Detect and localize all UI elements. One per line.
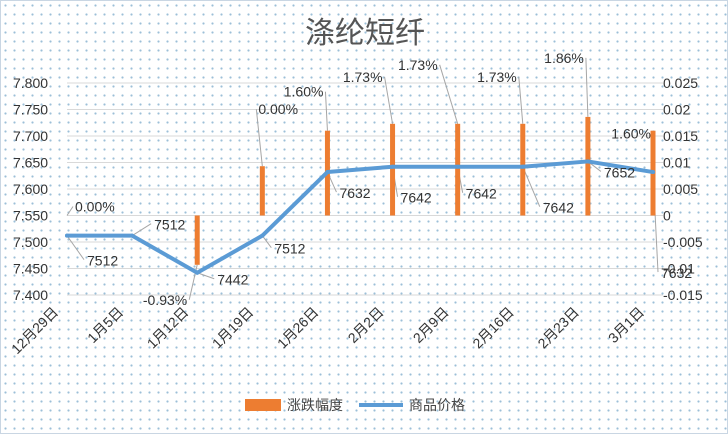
change-data-label: 0.00% <box>258 101 298 117</box>
leader-line <box>255 109 263 167</box>
left-tick-label: 7.550 <box>13 208 48 224</box>
right-tick-label: 0.02 <box>663 102 690 118</box>
x-tick-label: 1月26日 <box>274 304 322 352</box>
bar <box>259 166 265 216</box>
right-axis-ticks: -0.015 -0.01 -0.005 0 0.005 0.01 0.015 0.02 0.02… <box>663 75 703 303</box>
price-data-label: 7642 <box>466 186 497 202</box>
right-tick-label: 0.015 <box>663 128 698 144</box>
change-data-label: -0.93% <box>143 292 187 308</box>
leader-line <box>324 91 328 131</box>
legend-bar-swatch <box>245 399 281 411</box>
line-point <box>65 233 69 238</box>
left-tick-label: 7.700 <box>13 128 48 144</box>
leader-line <box>585 57 589 117</box>
change-data-label: 1.73% <box>343 69 383 85</box>
x-tick-label: 1月12日 <box>144 304 192 352</box>
line-series <box>65 159 655 275</box>
left-tick-label: 7.500 <box>13 234 48 250</box>
right-tick-label: -0.015 <box>663 287 703 303</box>
right-tick-label: 0.005 <box>663 181 698 197</box>
left-tick-label: 7.400 <box>13 287 48 303</box>
bar <box>455 123 461 216</box>
right-tick-label: 0.01 <box>663 155 690 171</box>
price-line <box>65 159 655 275</box>
change-data-label: 1.86% <box>544 50 584 66</box>
change-data-label: 1.60% <box>284 84 324 100</box>
chart-title: 涤纶短纤 <box>305 16 425 51</box>
price-data-label: 7632 <box>661 265 692 281</box>
change-data-label: 0.00% <box>75 199 115 215</box>
leader-line <box>384 76 394 124</box>
x-tick-label: 2月2日 <box>345 304 387 346</box>
leader-line <box>522 166 541 207</box>
change-data-label: 1.73% <box>398 57 438 73</box>
leader-line <box>131 223 152 237</box>
x-tick-label: 2月9日 <box>410 304 452 346</box>
right-tick-label: 0.025 <box>663 75 698 91</box>
leader-line <box>197 272 215 280</box>
price-data-label: 7512 <box>154 217 185 233</box>
price-data-label: 7642 <box>543 200 574 216</box>
right-tick-label: 0 <box>663 208 671 224</box>
price-data-label: 7652 <box>604 164 635 180</box>
price-data-label: 7512 <box>274 241 305 257</box>
x-tick-label: 3月1日 <box>605 304 647 346</box>
line-point <box>325 170 330 175</box>
price-data-label: 7442 <box>217 272 248 288</box>
left-tick-label: 7.800 <box>13 75 48 91</box>
right-tick-label: -0.005 <box>663 234 703 250</box>
bar <box>194 215 200 265</box>
change-data-label: 1.73% <box>477 69 517 85</box>
left-tick-label: 7.750 <box>13 102 48 118</box>
bar <box>585 116 591 216</box>
line-point <box>455 164 460 169</box>
line-point <box>195 270 200 275</box>
leader-lines <box>66 57 659 300</box>
leader-line <box>439 64 459 124</box>
leader-line <box>66 206 74 216</box>
left-tick-label: 7.600 <box>13 181 48 197</box>
change-data-label: 1.60% <box>611 126 651 142</box>
x-axis-ticks: 12月29日 1月5日 1月12日 1月19日 1月26日 2月2日 2月9日 2月16日 2月… <box>8 304 647 357</box>
line-point <box>585 159 590 164</box>
x-tick-label: 2月23日 <box>534 304 582 352</box>
price-data-label: 7642 <box>401 190 432 206</box>
line-point <box>651 170 655 175</box>
left-axis-ticks: 7.400 7.450 7.500 7.550 7.600 7.650 7.700 7.750… <box>13 75 48 303</box>
x-tick-label: 2月16日 <box>469 304 517 352</box>
left-tick-label: 7.650 <box>13 155 48 171</box>
left-tick-label: 7.450 <box>13 261 48 277</box>
bar <box>520 123 526 216</box>
bar <box>390 123 396 216</box>
line-point <box>260 233 265 238</box>
right-tick-label: -0.01 <box>663 261 695 277</box>
x-tick-label: 1月19日 <box>209 304 257 352</box>
legend-line-label: 商品价格 <box>409 398 465 414</box>
legend: 涨跌幅度 商品价格 <box>245 398 465 414</box>
price-data-label: 7632 <box>339 185 370 201</box>
gridlines <box>67 82 663 296</box>
x-tick-label: 12月29日 <box>8 304 61 357</box>
line-point <box>390 164 395 169</box>
price-data-label: 7512 <box>87 253 118 269</box>
data-labels: 7512 7512 7442 7512 7632 7642 7642 7642 7652 7632… <box>75 50 692 308</box>
legend-bar-label: 涨跌幅度 <box>287 398 343 414</box>
x-tick-label: 1月5日 <box>84 304 126 346</box>
leader-line <box>518 76 524 124</box>
leader-line <box>66 235 85 260</box>
line-point <box>520 164 525 169</box>
line-point <box>130 233 135 238</box>
leader-line <box>261 235 272 248</box>
